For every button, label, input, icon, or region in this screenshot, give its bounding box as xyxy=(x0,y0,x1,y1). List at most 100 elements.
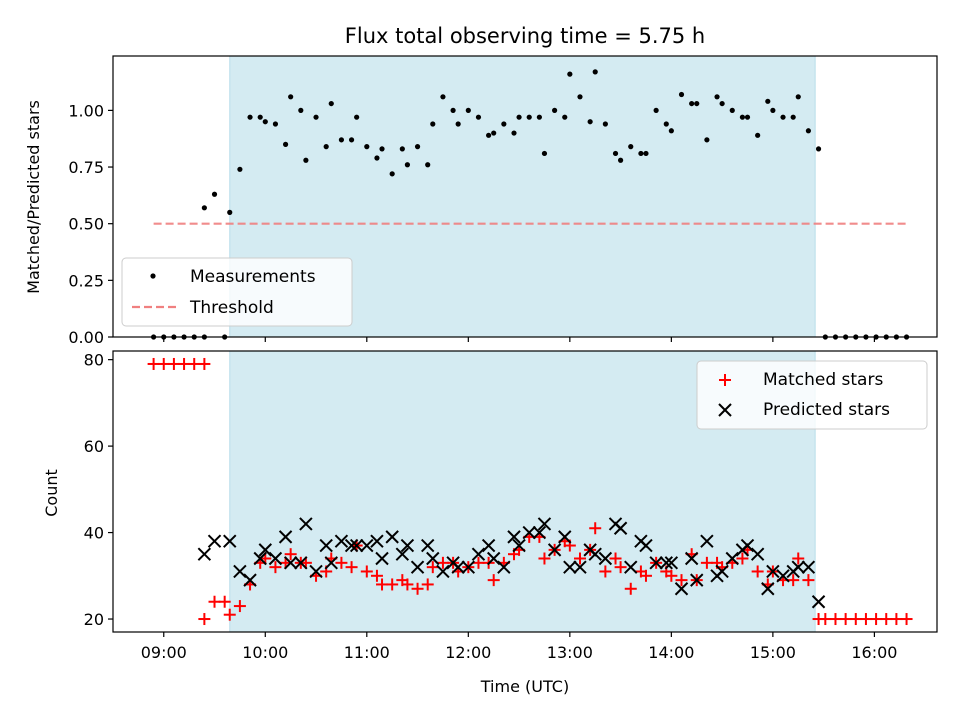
predicted-point-b xyxy=(243,573,257,587)
count-panel: 20 40 60 80 09:00 10:00 11:00 12:00 13:00 14:00 15… xyxy=(84,350,938,662)
measurement-point xyxy=(272,121,279,127)
predicted-point-b xyxy=(766,564,780,579)
measurement-point xyxy=(739,114,746,120)
predicted-point xyxy=(461,560,476,574)
predicted-point-b xyxy=(436,564,450,579)
measurement-point xyxy=(501,121,507,127)
matched-point xyxy=(599,565,612,578)
predicted-point-b xyxy=(207,534,222,548)
measurement-point xyxy=(303,157,309,163)
predicted-point xyxy=(375,551,389,566)
predicted-point-b xyxy=(223,534,237,548)
matched-point xyxy=(609,552,622,565)
predicted-point xyxy=(776,569,790,583)
measurement-point xyxy=(770,107,776,113)
predicted-point-b xyxy=(233,564,247,579)
matched-point xyxy=(665,569,678,582)
measurement-point xyxy=(562,114,568,120)
count-y-tick-label: 60 xyxy=(84,437,104,456)
matched-point xyxy=(147,357,160,370)
predicted-point xyxy=(649,556,663,570)
predicted-point-b xyxy=(613,521,628,535)
predicted-point-b xyxy=(811,595,826,609)
ratio-legend: Measurements Threshold xyxy=(121,257,353,327)
matched-point xyxy=(188,357,201,370)
measurement-point xyxy=(552,107,558,113)
predicted-point-b xyxy=(761,582,775,596)
matched-point xyxy=(624,582,637,595)
measurement-point xyxy=(348,137,355,143)
ratio-y-axis-label: Matched/Predicted stars xyxy=(24,100,43,294)
measurement-point xyxy=(425,162,431,168)
predicted-point xyxy=(659,556,673,570)
predicted-point xyxy=(761,582,775,596)
matched-point xyxy=(700,556,713,569)
predicted-point xyxy=(207,534,222,548)
predicted-point xyxy=(639,538,653,553)
predicted-point xyxy=(537,517,552,531)
predicted-point-b xyxy=(725,551,739,566)
measurement-point xyxy=(338,137,345,143)
measurement-point xyxy=(678,91,685,98)
count-series-0 xyxy=(147,357,913,626)
predicted-point xyxy=(319,538,333,553)
predicted-point xyxy=(278,530,293,544)
predicted-point xyxy=(598,551,613,566)
predicted-legend-marker xyxy=(718,403,732,417)
matched-point xyxy=(870,613,883,626)
predicted-point xyxy=(400,538,415,553)
predicted-point xyxy=(690,573,704,587)
ratio-y-tick-label: 1.00 xyxy=(68,101,104,120)
x-tick-label: 11:00 xyxy=(344,643,390,662)
predicted-point xyxy=(299,517,313,531)
predicted-point-b xyxy=(334,534,349,548)
matched-point xyxy=(819,613,832,626)
predicted-point-b xyxy=(776,569,790,583)
measurement-point xyxy=(227,209,233,215)
predicted-point xyxy=(283,556,298,570)
matched-point xyxy=(614,561,627,574)
matched-point xyxy=(573,552,586,565)
predicted-point-b xyxy=(426,551,440,566)
matched-point xyxy=(157,357,170,370)
measurement-point xyxy=(719,100,725,107)
matched-point xyxy=(167,357,180,370)
x-tick-label: 12:00 xyxy=(445,643,491,662)
predicted-point-b xyxy=(360,538,374,553)
measurement-point xyxy=(323,144,329,150)
predicted-point xyxy=(522,525,536,540)
predicted-point xyxy=(258,543,272,557)
x-tick-label: 09:00 xyxy=(141,643,187,662)
predicted-point-b xyxy=(461,560,476,574)
measurement-point xyxy=(628,144,634,150)
measurement-point xyxy=(282,141,289,147)
predicted-point xyxy=(344,538,359,553)
predicted-point xyxy=(664,556,679,570)
predicted-point-b xyxy=(573,560,587,574)
measurement-point xyxy=(592,69,598,75)
predicted-point-b xyxy=(294,556,308,570)
matched-point xyxy=(198,357,211,370)
measurement-point xyxy=(201,205,207,211)
x-tick-label: 13:00 xyxy=(547,643,593,662)
measurement-point xyxy=(389,171,395,177)
x-tick-label: 10:00 xyxy=(242,643,288,662)
predicted-point-b xyxy=(197,547,212,561)
predicted-point xyxy=(334,534,349,548)
matched-point xyxy=(859,613,872,626)
measurement-point xyxy=(486,132,492,138)
matched-point xyxy=(487,574,500,587)
predicted-point-b xyxy=(309,564,323,579)
measurement-point xyxy=(587,119,593,125)
measurement-point xyxy=(491,130,497,136)
predicted-point-b xyxy=(400,538,415,553)
predicted-point-b xyxy=(258,543,272,557)
measurement-point xyxy=(313,114,319,120)
predicted-point xyxy=(613,521,628,535)
predicted-point-b xyxy=(253,551,267,566)
measurement-point xyxy=(374,155,380,161)
measurement-point xyxy=(617,157,624,163)
count-legend-box xyxy=(696,360,928,430)
measurement-point xyxy=(577,94,583,100)
measurement-point xyxy=(354,114,360,120)
